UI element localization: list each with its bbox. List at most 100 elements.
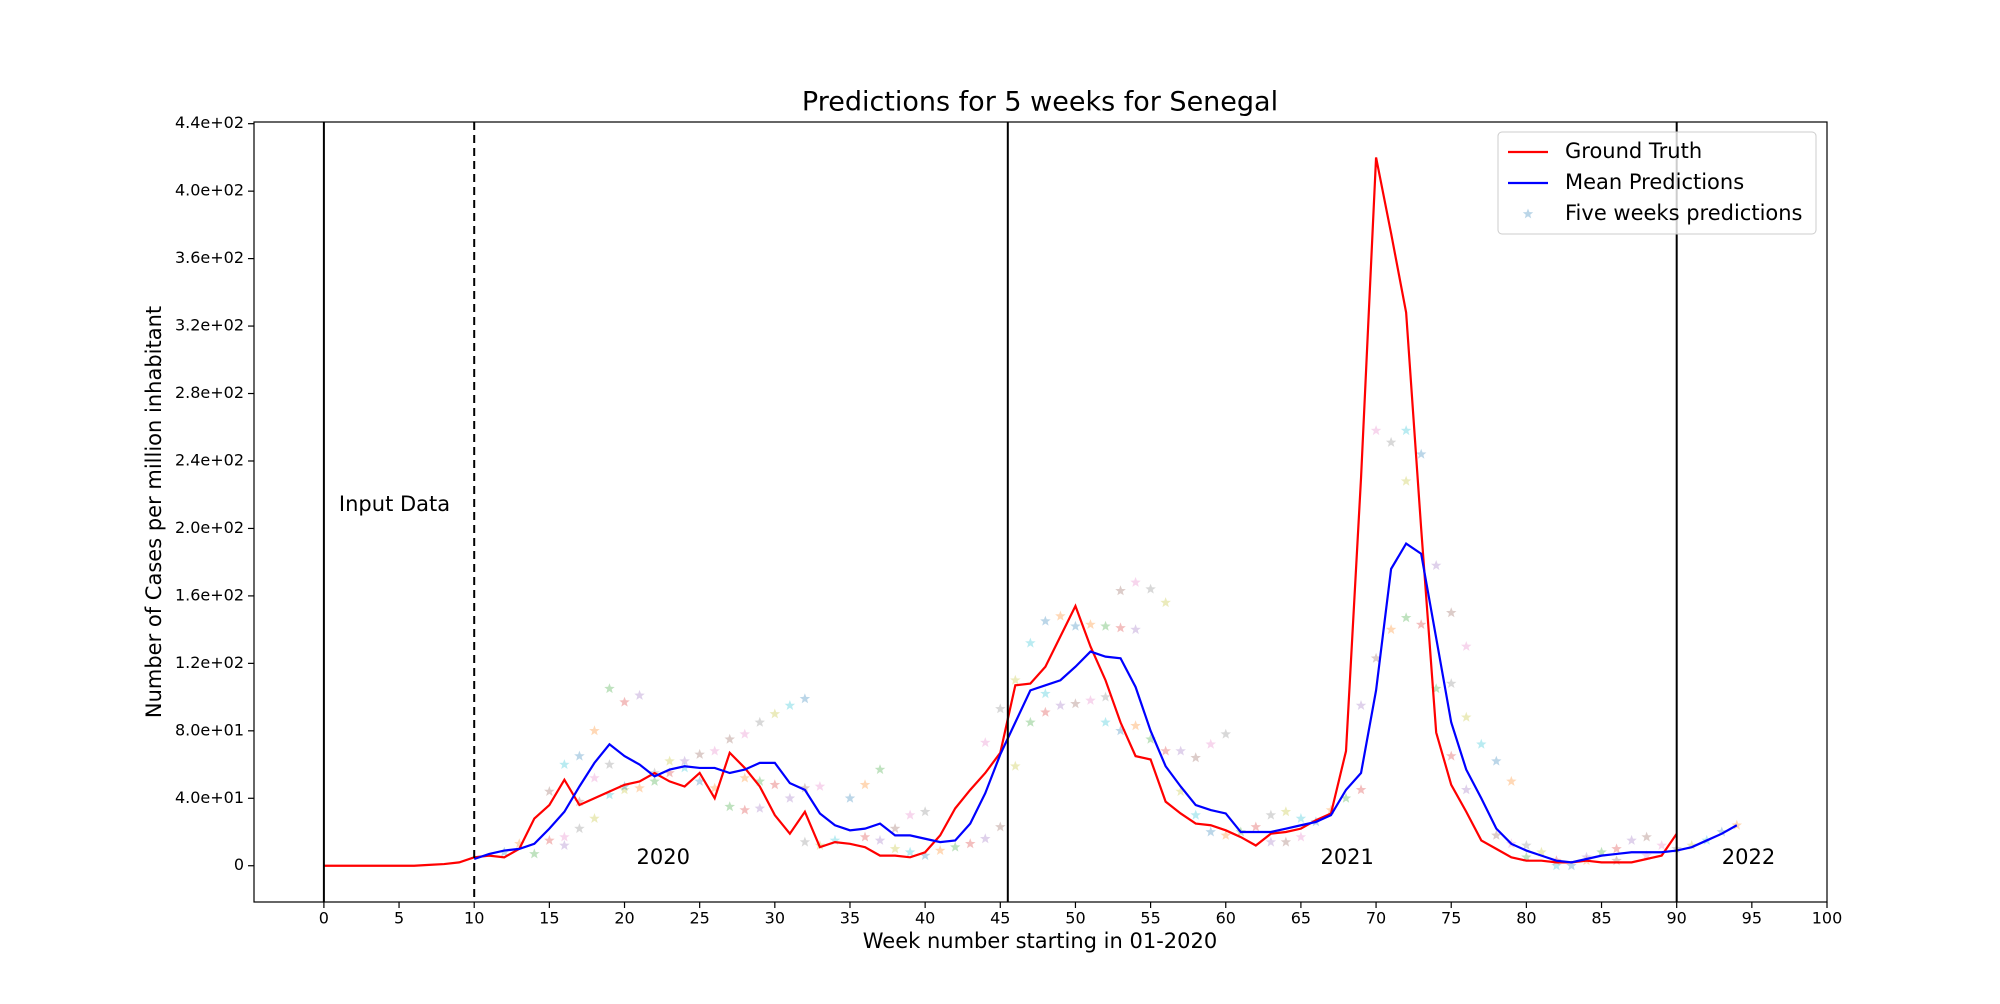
star-marker xyxy=(919,850,931,861)
series-line xyxy=(473,542,1738,864)
star-marker xyxy=(544,834,555,845)
x-tick-label: 70 xyxy=(1366,909,1386,928)
plot-frame xyxy=(253,121,1828,903)
y-tick-label: 2.0e+02 xyxy=(175,518,244,537)
star-marker xyxy=(724,801,735,812)
star-marker xyxy=(1040,688,1051,699)
star-marker xyxy=(679,755,690,766)
star-marker xyxy=(904,809,916,820)
x-tick-label: 30 xyxy=(765,909,785,928)
star-marker xyxy=(980,833,991,844)
x-tick-label: 0 xyxy=(319,909,329,928)
y-tick-label: 8.0e+01 xyxy=(175,720,244,739)
y-tick-label: 4.4e+02 xyxy=(175,113,244,132)
star-marker xyxy=(1370,652,1382,663)
star-marker xyxy=(799,782,811,793)
star-marker xyxy=(1641,831,1652,842)
star-marker xyxy=(1400,612,1412,623)
star-marker xyxy=(1145,733,1156,744)
x-tick-label: 25 xyxy=(689,909,709,928)
star-marker xyxy=(739,804,750,815)
star-marker xyxy=(709,782,720,793)
star-marker xyxy=(814,781,826,791)
x-tick-label: 85 xyxy=(1591,909,1611,928)
annotation: 2022 xyxy=(1722,845,1775,869)
star-marker xyxy=(754,802,765,813)
star-marker xyxy=(664,755,675,766)
star-marker xyxy=(589,772,600,783)
star-marker xyxy=(1265,809,1277,820)
star-marker xyxy=(1461,641,1472,651)
star-marker xyxy=(1115,622,1126,633)
star-marker xyxy=(1280,836,1292,847)
star-marker xyxy=(1160,745,1171,756)
star-marker xyxy=(1220,829,1231,840)
y-tick-label: 4.0e+01 xyxy=(175,788,244,807)
x-tick-label: 50 xyxy=(1065,909,1085,928)
star-marker xyxy=(995,703,1006,714)
star-marker xyxy=(1040,706,1051,717)
star-marker xyxy=(904,846,916,857)
star-marker xyxy=(1055,700,1066,710)
star-marker xyxy=(1205,738,1216,749)
star-marker xyxy=(1130,576,1141,587)
star-marker xyxy=(874,764,886,775)
y-axis-label: Number of Cases per million inhabitant xyxy=(142,306,166,718)
star-marker xyxy=(1641,850,1652,861)
star-marker xyxy=(1686,840,1697,850)
star-marker xyxy=(559,759,570,769)
star-marker xyxy=(1250,821,1262,832)
star-marker xyxy=(604,759,615,769)
star-marker xyxy=(1536,846,1547,857)
star-marker xyxy=(544,786,555,796)
star-marker xyxy=(1446,678,1457,688)
x-tick-label: 5 xyxy=(394,909,404,928)
x-tick-label: 35 xyxy=(840,909,860,928)
star-marker xyxy=(1491,755,1502,766)
star-marker xyxy=(1040,615,1051,626)
star-marker xyxy=(724,733,735,744)
star-marker xyxy=(1100,691,1111,702)
legend-label: Five weeks predictions xyxy=(1565,201,1803,225)
star-marker xyxy=(634,782,645,793)
star-marker xyxy=(604,683,615,694)
star-marker xyxy=(1085,619,1096,629)
star-marker xyxy=(559,831,570,842)
star-marker xyxy=(1010,674,1021,685)
star-marker xyxy=(1265,836,1277,847)
y-tick-label: 4.0e+02 xyxy=(175,181,244,200)
star-marker xyxy=(1521,851,1532,862)
star-marker xyxy=(604,789,615,800)
x-tick-label: 10 xyxy=(464,909,484,928)
star-marker xyxy=(1100,620,1111,631)
star-marker xyxy=(769,708,781,719)
star-marker xyxy=(589,813,600,823)
star-marker xyxy=(1551,860,1562,871)
star-marker xyxy=(1055,610,1066,621)
star-marker xyxy=(799,836,811,847)
star-marker xyxy=(889,843,901,854)
legend-label: Ground Truth xyxy=(1565,139,1702,163)
x-tick-label: 45 xyxy=(990,909,1010,928)
star-marker xyxy=(1431,683,1442,694)
x-tick-label: 95 xyxy=(1742,909,1762,928)
star-marker xyxy=(1370,425,1382,436)
star-marker xyxy=(1415,448,1427,459)
star-marker xyxy=(1145,583,1156,594)
star-marker xyxy=(709,745,720,756)
star-marker xyxy=(1731,819,1742,830)
star-marker xyxy=(1160,597,1171,608)
star-marker xyxy=(919,806,931,817)
star-marker xyxy=(799,693,811,704)
star-marker xyxy=(1070,620,1081,631)
chart-title: Predictions for 5 weeks for Senegal xyxy=(802,87,1278,118)
y-tick-label: 1.6e+02 xyxy=(175,585,244,604)
star-marker xyxy=(980,737,991,748)
star-marker xyxy=(1130,624,1141,635)
star-marker xyxy=(1476,738,1487,749)
star-marker xyxy=(694,748,705,759)
star-marker xyxy=(1295,813,1307,823)
x-tick-label: 15 xyxy=(539,909,559,928)
star-marker xyxy=(559,840,570,850)
star-marker xyxy=(1415,619,1427,629)
